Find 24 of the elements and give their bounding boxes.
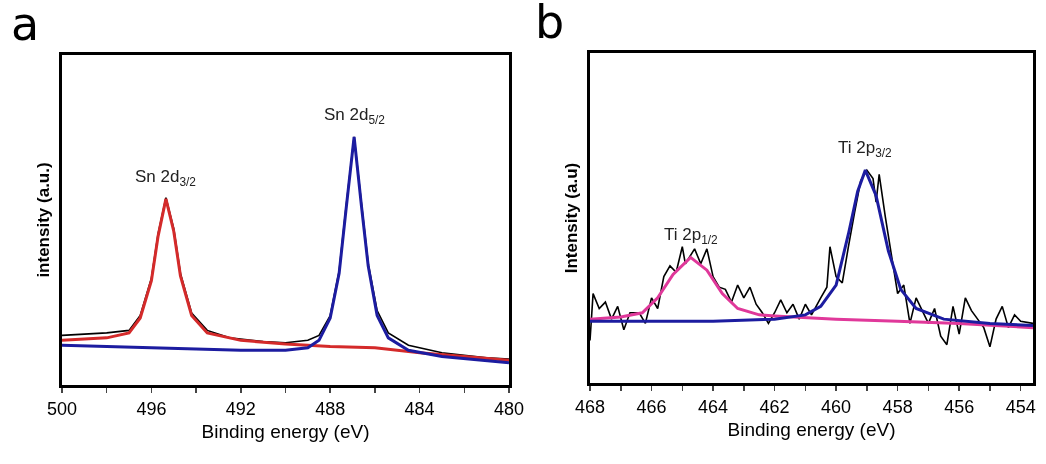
x-tick-label: 484 bbox=[404, 398, 435, 419]
x-tick-label: 466 bbox=[636, 396, 667, 417]
annotation: Sn 2d$_{5/2}$ bbox=[324, 105, 386, 127]
annotation: Ti 2p$_{1/2}$ bbox=[664, 225, 719, 247]
y-axis-title: Intensity (a.u) bbox=[561, 162, 581, 274]
x-tick-label: 460 bbox=[821, 396, 852, 417]
x-tick-label: 500 bbox=[46, 398, 78, 419]
x-tick-label: 488 bbox=[315, 398, 346, 419]
x-tick-label: 454 bbox=[1005, 396, 1036, 417]
x-tick-label: 468 bbox=[574, 396, 606, 417]
annotation: Sn 2d$_{3/2}$ bbox=[135, 167, 197, 189]
x-tick-label: 456 bbox=[944, 396, 975, 417]
chart-title: a bbox=[11, 0, 40, 51]
x-tick-label: 496 bbox=[136, 398, 167, 419]
x-tick-label: 458 bbox=[882, 396, 913, 417]
y-axis-title: intensity (a.u.) bbox=[33, 162, 53, 278]
x-axis-title: Binding energy (eV) bbox=[727, 419, 896, 441]
x-tick-label: 492 bbox=[225, 398, 256, 419]
annotation: Ti 2p$_{3/2}$ bbox=[838, 138, 893, 160]
x-tick-label: 464 bbox=[698, 396, 729, 417]
x-axis-title: Binding energy (eV) bbox=[201, 421, 370, 443]
x-tick-label: 462 bbox=[759, 396, 790, 417]
chart-title: b bbox=[535, 0, 565, 49]
x-tick-label: 480 bbox=[493, 398, 525, 419]
